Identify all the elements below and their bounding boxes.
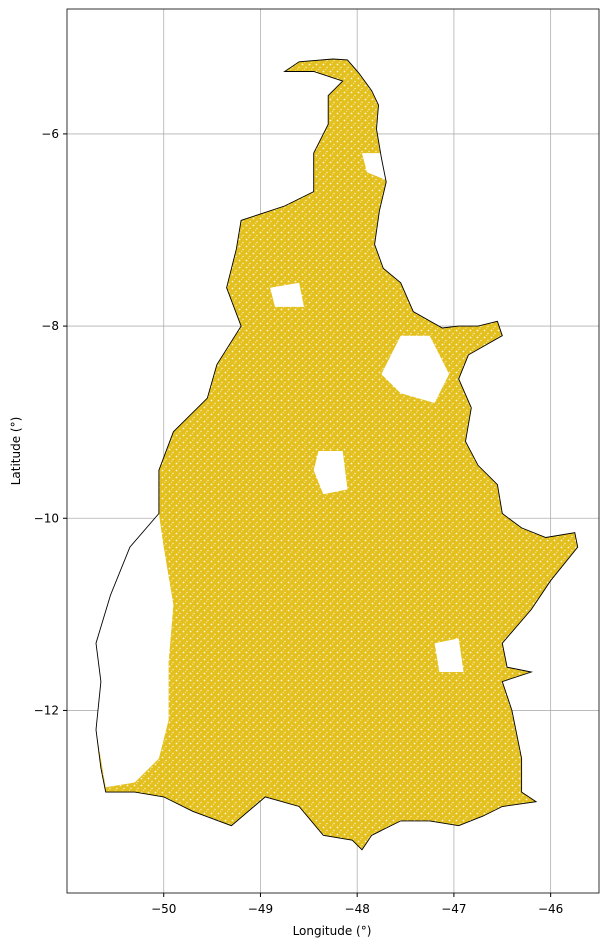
unfilled-region <box>270 282 304 307</box>
state-boundary <box>95 58 579 851</box>
unfilled-region <box>362 153 391 182</box>
x-tick-label: −46 <box>538 902 563 916</box>
unfilled-region <box>96 513 174 788</box>
plot-frame <box>66 8 600 894</box>
x-axis-ticks: −50 −49 −48 −47 −46 <box>151 893 563 916</box>
y-tick-label: −8 <box>41 319 59 333</box>
unfilled-region <box>381 335 450 403</box>
unfilled-region <box>313 451 348 495</box>
y-axis-ticks: −6 −8 −10 −12 <box>34 127 67 717</box>
x-tick-label: −48 <box>345 902 370 916</box>
unfilled-regions <box>96 153 464 788</box>
x-tick-label: −49 <box>248 902 273 916</box>
y-axis-label: Latitude (°) <box>9 417 23 486</box>
y-tick-label: −6 <box>41 127 59 141</box>
x-tick-label: −50 <box>151 902 176 916</box>
x-axis-label: Longitude (°) <box>293 924 372 938</box>
unfilled-region <box>434 638 464 672</box>
y-tick-label: −10 <box>34 511 59 525</box>
x-tick-label: −47 <box>441 902 466 916</box>
y-tick-label: −12 <box>34 703 59 717</box>
